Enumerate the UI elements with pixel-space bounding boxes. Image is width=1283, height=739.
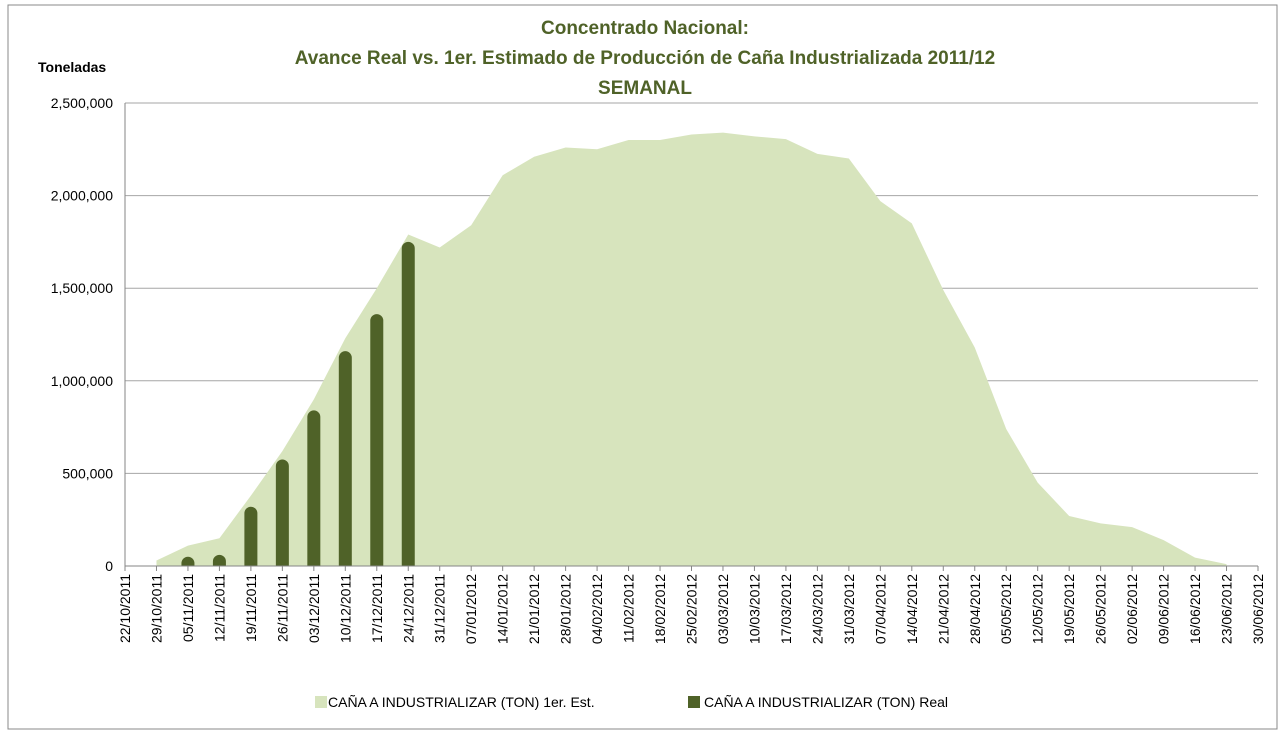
bar bbox=[338, 351, 352, 566]
bar bbox=[401, 241, 415, 566]
x-tick-label: 24/03/2012 bbox=[809, 574, 825, 644]
legend-swatch bbox=[688, 696, 700, 708]
x-tick-label: 24/12/2011 bbox=[400, 574, 416, 643]
x-tick-label: 04/02/2012 bbox=[589, 574, 605, 644]
x-tick-label: 28/04/2012 bbox=[967, 574, 983, 644]
y-tick-label: 1,500,000 bbox=[51, 280, 113, 296]
x-tick-label: 02/06/2012 bbox=[1124, 574, 1140, 644]
x-tick-label: 31/12/2011 bbox=[432, 574, 448, 643]
legend-label: CAÑA A INDUSTRIALIZAR (TON) Real bbox=[704, 694, 948, 710]
bar bbox=[275, 459, 289, 566]
bar bbox=[181, 556, 195, 566]
y-tick-label: 1,000,000 bbox=[51, 373, 113, 389]
x-tick-label: 03/03/2012 bbox=[715, 574, 731, 644]
x-tick-label: 07/04/2012 bbox=[872, 574, 888, 644]
x-tick-label: 18/02/2012 bbox=[652, 574, 668, 644]
x-tick-label: 07/01/2012 bbox=[463, 574, 479, 644]
x-tick-label: 22/10/2011 bbox=[117, 574, 133, 643]
x-tick-label: 05/05/2012 bbox=[998, 574, 1014, 644]
x-tick-label: 26/05/2012 bbox=[1093, 574, 1109, 644]
area bbox=[156, 132, 1227, 566]
x-tick-label: 05/11/2011 bbox=[180, 574, 196, 642]
chart-title: Avance Real vs. 1er. Estimado de Producc… bbox=[295, 48, 995, 69]
x-tick-label: 30/06/2012 bbox=[1250, 574, 1266, 644]
legend-label: CAÑA A INDUSTRIALIZAR (TON) 1er. Est. bbox=[328, 694, 595, 710]
x-tick-label: 10/12/2011 bbox=[337, 574, 353, 643]
y-tick-label: 2,000,000 bbox=[51, 188, 113, 204]
y-tick-label: 500,000 bbox=[62, 465, 113, 481]
x-tick-label: 28/01/2012 bbox=[558, 574, 574, 644]
bar bbox=[307, 410, 321, 566]
x-tick-label: 25/02/2012 bbox=[684, 574, 700, 644]
x-tick-label: 26/11/2011 bbox=[274, 574, 290, 642]
x-tick-label: 21/01/2012 bbox=[526, 574, 542, 644]
y-axis-label: Toneladas bbox=[38, 59, 106, 75]
x-tick-label: 17/03/2012 bbox=[778, 574, 794, 644]
y-tick-label: 0 bbox=[105, 558, 113, 574]
x-tick-label: 16/06/2012 bbox=[1187, 574, 1203, 644]
x-tick-label: 19/05/2012 bbox=[1061, 574, 1077, 644]
x-tick-label: 21/04/2012 bbox=[935, 574, 951, 644]
x-tick-label: 11/02/2012 bbox=[621, 574, 637, 643]
y-tick-label: 2,500,000 bbox=[51, 95, 113, 111]
x-tick-label: 09/06/2012 bbox=[1156, 574, 1172, 644]
chart-title: SEMANAL bbox=[598, 78, 692, 99]
x-tick-label: 03/12/2011 bbox=[306, 574, 322, 643]
bar bbox=[244, 506, 258, 566]
chart-title: Concentrado Nacional: bbox=[541, 18, 749, 39]
x-tick-label: 19/11/2011 bbox=[243, 574, 259, 642]
x-tick-label: 12/05/2012 bbox=[1030, 574, 1046, 644]
x-tick-label: 23/06/2012 bbox=[1219, 574, 1235, 644]
bar bbox=[212, 554, 226, 566]
x-tick-label: 14/01/2012 bbox=[495, 574, 511, 644]
x-tick-label: 29/10/2011 bbox=[148, 574, 164, 643]
x-tick-label: 14/04/2012 bbox=[904, 574, 920, 644]
x-tick-label: 17/12/2011 bbox=[369, 574, 385, 643]
bar bbox=[370, 314, 384, 566]
legend-swatch bbox=[315, 696, 327, 708]
x-tick-label: 10/03/2012 bbox=[746, 574, 762, 644]
x-tick-label: 12/11/2011 bbox=[211, 574, 227, 642]
x-tick-label: 31/03/2012 bbox=[841, 574, 857, 644]
